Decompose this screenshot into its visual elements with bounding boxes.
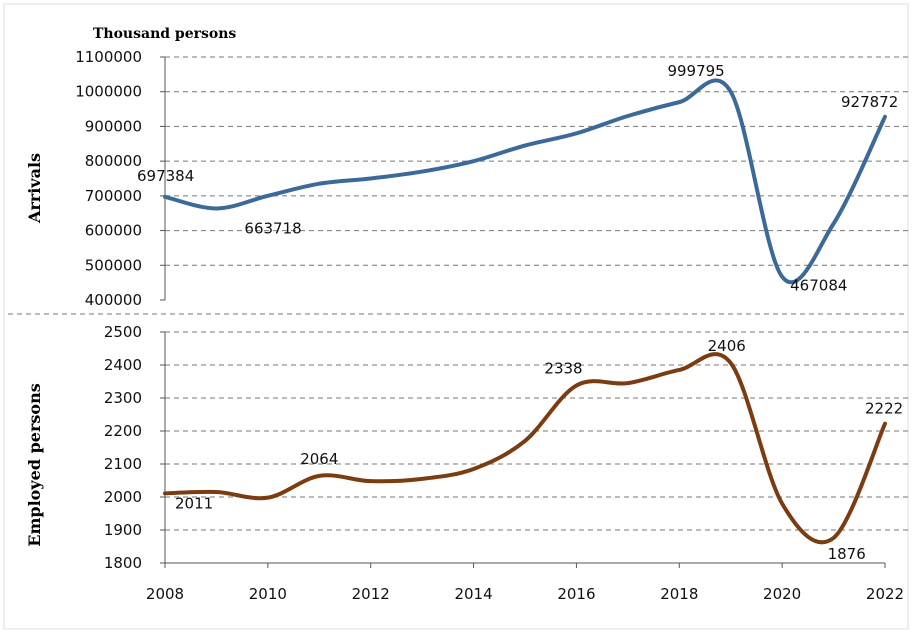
- data-label: 467084: [790, 277, 847, 295]
- y-tick-label: 500000: [85, 256, 142, 274]
- data-label: 2406: [708, 337, 746, 355]
- y-tick-label: 700000: [85, 187, 142, 205]
- x-tick-label: 2014: [454, 585, 492, 603]
- x-tick-label: 2012: [352, 585, 390, 603]
- x-tick-label: 2022: [866, 585, 904, 603]
- series-line-arrivals: [163, 78, 887, 285]
- data-label: 663718: [244, 219, 301, 237]
- y-tick-label: 2100: [104, 455, 142, 473]
- y-tick-label: 2200: [104, 422, 142, 440]
- y-tick-label: 2500: [104, 323, 142, 341]
- y-tick-label: 1000000: [75, 83, 142, 101]
- y-tick-label: 2400: [104, 356, 142, 374]
- data-label: 697384: [137, 167, 194, 185]
- employed-axis-label: Employed persons: [25, 383, 44, 546]
- data-label: 927872: [841, 93, 898, 111]
- y-tick-label: 1900: [104, 521, 142, 539]
- data-label: 2064: [300, 450, 338, 468]
- y-tick-label: 400000: [85, 291, 142, 309]
- x-tick-label: 2018: [660, 585, 698, 603]
- data-label: 2222: [865, 400, 903, 418]
- data-label: 2338: [544, 359, 582, 377]
- data-label: 1876: [828, 545, 866, 563]
- x-tick-label: 2010: [249, 585, 287, 603]
- chart-frame: [3, 3, 909, 630]
- y-tick-label: 2300: [104, 389, 142, 407]
- x-tick-label: 2016: [557, 585, 595, 603]
- y-tick-label: 900000: [85, 117, 142, 135]
- y-tick-label: 1800: [104, 554, 142, 572]
- y-tick-label: 1100000: [75, 48, 142, 66]
- y-tick-label: 2000: [104, 488, 142, 506]
- x-tick-label: 2008: [146, 585, 184, 603]
- y-tick-label: 600000: [85, 222, 142, 240]
- y-tick-label: 800000: [85, 152, 142, 170]
- series-line-employed: [163, 352, 887, 545]
- data-label: 2011: [175, 494, 213, 512]
- arrivals-axis-label: Arrivals: [25, 153, 44, 224]
- data-label: 999795: [667, 62, 724, 80]
- unit-label: Thousand persons: [93, 26, 236, 42]
- x-tick-label: 2020: [763, 585, 801, 603]
